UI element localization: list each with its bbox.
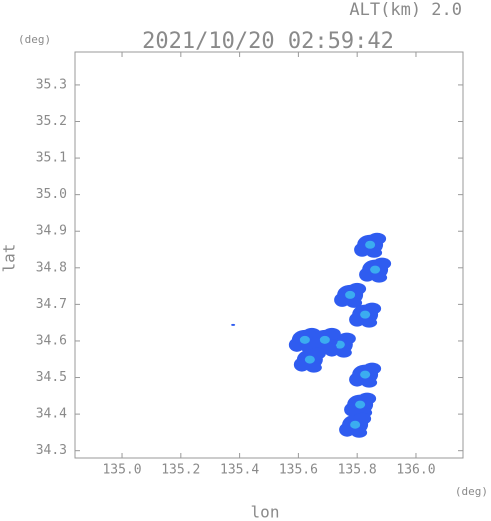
y-tick-label: 34.4 — [36, 407, 67, 422]
altitude-label: ALT(km) 2.0 — [349, 0, 462, 20]
y-tick-label: 34.9 — [36, 224, 67, 239]
echo-cell — [359, 257, 392, 283]
echo-core — [350, 420, 361, 429]
x-tick-label: 135.2 — [161, 463, 200, 478]
echo-core — [319, 335, 330, 344]
x-axis-label: lon — [251, 503, 280, 521]
echo-part — [371, 272, 388, 283]
x-tick-label: 136.0 — [396, 463, 435, 478]
echo-cell — [349, 362, 382, 388]
echo-cell — [354, 232, 387, 258]
echo-cell — [293, 347, 326, 373]
echo-part — [335, 347, 352, 358]
x-tick-label: 135.0 — [102, 463, 141, 478]
echo-part — [305, 362, 322, 373]
echo-part — [361, 317, 378, 328]
echo-cell — [349, 302, 382, 328]
x-tick-label: 135.6 — [279, 463, 318, 478]
y-tick-label: 35.1 — [36, 151, 67, 166]
echo-core — [370, 265, 381, 274]
y-tick-label: 35.2 — [36, 114, 67, 129]
echo-part — [320, 342, 337, 353]
echo-core — [299, 335, 310, 344]
x-tick-label: 135.4 — [220, 463, 259, 478]
y-tick-label: 34.6 — [36, 333, 67, 348]
chart-title: 2021/10/20 02:59:42 — [142, 29, 394, 54]
x-tick-label: 135.8 — [338, 463, 377, 478]
y-tick-label: 34.5 — [36, 370, 67, 385]
echo-cell — [308, 327, 341, 353]
echo-cell — [334, 282, 367, 308]
y-tick-label: 35.0 — [36, 187, 67, 202]
echo-core — [365, 240, 376, 249]
y-tick-label: 34.7 — [36, 297, 67, 312]
echo-part — [346, 297, 363, 308]
y-tick-label: 35.3 — [36, 77, 67, 92]
echo-part — [231, 323, 236, 326]
echo-part — [351, 427, 368, 438]
echo-part — [366, 247, 383, 258]
y-axis-label: lat — [0, 244, 19, 273]
y-unit: (deg) — [18, 33, 51, 46]
echo-part — [361, 377, 378, 388]
echo-core — [360, 310, 371, 319]
echo-core — [304, 355, 315, 364]
echo-core — [345, 290, 356, 299]
echo-core — [355, 400, 366, 409]
echo-cell — [231, 323, 236, 326]
plot-frame — [74, 51, 464, 459]
echo-core — [360, 370, 371, 379]
x-unit: (deg) — [455, 485, 488, 498]
echo-cell — [339, 412, 372, 438]
y-tick-label: 34.8 — [36, 260, 67, 275]
y-tick-label: 34.3 — [36, 443, 67, 458]
